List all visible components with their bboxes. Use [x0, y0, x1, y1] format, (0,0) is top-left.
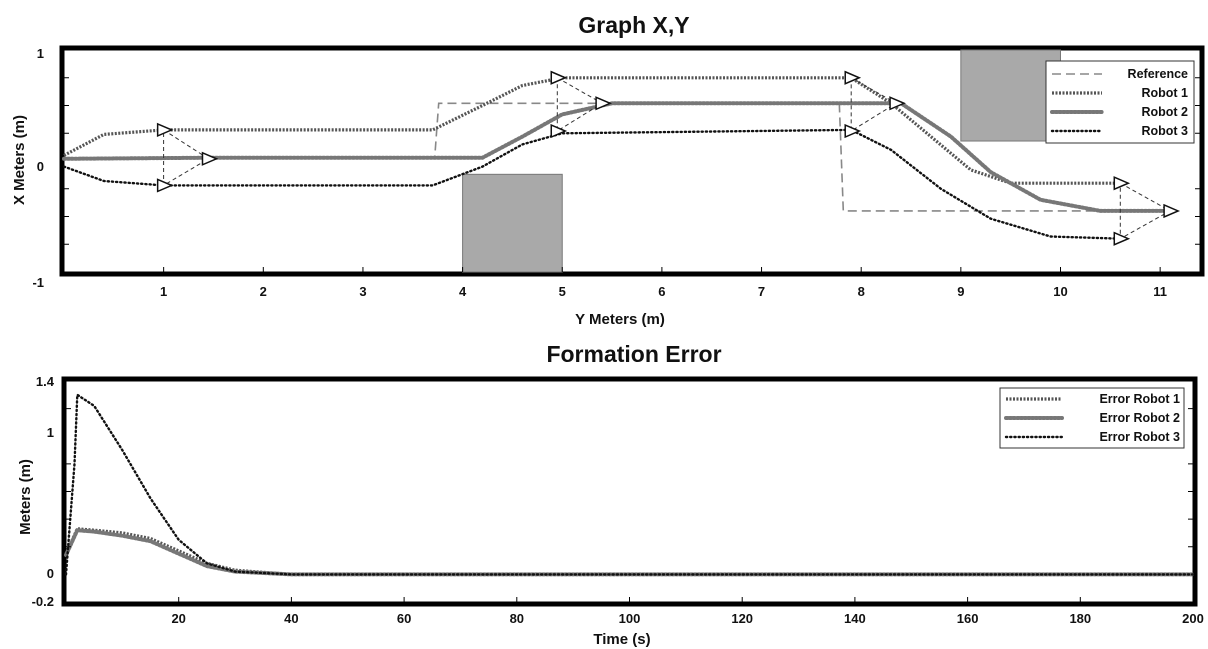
chart1-xlabel: Y Meters (m) [575, 311, 665, 328]
chart1-xtick-label: 10 [1053, 284, 1067, 299]
series-line-robot-2 [62, 101, 1173, 213]
robot-marker-4-2 [1163, 203, 1181, 219]
chart1-xtick-label: 7 [758, 284, 765, 299]
chart2-xtick-label: 40 [284, 611, 298, 626]
robot-marker-4-3 [1113, 231, 1131, 246]
chart2-legend-robot2: Error Robot 2 [1099, 411, 1180, 425]
obstacle-1 [462, 173, 563, 273]
chart2-ytick-1: 1 [47, 425, 54, 440]
robot-marker-2-2 [595, 96, 613, 111]
error-line-error-robot-3 [64, 392, 1195, 576]
chart2-ylabel: Meters (m) [17, 459, 34, 535]
chart1-xtick-label: 5 [559, 284, 566, 299]
chart1-ytick-neg1: -1 [32, 275, 44, 290]
chart2-legend-robot3: Error Robot 3 [1099, 430, 1180, 444]
chart1-xtick-label: 9 [957, 284, 964, 299]
chart1-xtick-label: 4 [459, 284, 467, 299]
chart2-xtick-label: 180 [1069, 611, 1091, 626]
robot-marker-2-1 [550, 70, 568, 85]
chart2-title: Formation Error [546, 341, 721, 367]
chart2-xtick-label: 200 [1182, 611, 1204, 626]
chart2-ytick-1.4: 1.4 [36, 374, 55, 389]
robot-marker-1-1 [156, 122, 174, 138]
chart2-xtick-label: 100 [619, 611, 641, 626]
chart2-xtick-label: 60 [397, 611, 411, 626]
chart2-ytick-0: 0 [47, 566, 54, 581]
chart1-ytick-0: 0 [37, 159, 44, 174]
robot-marker-3-2 [889, 96, 906, 111]
formation-triangle-1 [163, 128, 210, 187]
chart1-legend-robot2: Robot 2 [1141, 105, 1188, 119]
chart2-xtick-label: 160 [957, 611, 979, 626]
chart1-title: Graph X,Y [578, 12, 689, 38]
chart1-legend-reference: Reference [1128, 67, 1188, 81]
robot-marker-4-1 [1113, 176, 1131, 191]
chart2-xlabel: Time (s) [593, 631, 650, 648]
chart2-plot-frame [61, 376, 1198, 607]
chart2-xtick-label: 20 [171, 611, 185, 626]
chart1-xtick-label: 11 [1153, 284, 1167, 299]
robot-marker-1-2 [201, 151, 219, 166]
chart1-xtick-label: 8 [858, 284, 865, 299]
robot-marker-3-1 [844, 70, 862, 85]
chart1-xtick-label: 1 [160, 284, 167, 299]
chart1-xtick-label: 6 [658, 284, 665, 299]
chart1-xtick-label: 2 [260, 284, 267, 299]
formation-triangle-3 [850, 76, 898, 132]
chart2-xtick-label: 140 [844, 611, 866, 626]
obstacle-2 [960, 49, 1061, 142]
chart2-xtick-label: 80 [510, 611, 524, 626]
chart1-legend-robot1: Robot 1 [1141, 86, 1188, 100]
formation-triangle-4 [1119, 182, 1172, 240]
chart1-legend-robot3: Robot 3 [1141, 124, 1188, 138]
chart1-ylabel: X Meters (m) [11, 115, 28, 205]
robot-marker-2-3 [550, 123, 568, 139]
chart2-xtick-label: 120 [731, 611, 753, 626]
chart1-ytick-1: 1 [37, 46, 44, 61]
chart2-legend-robot1: Error Robot 1 [1099, 392, 1180, 406]
formation-triangle-2 [556, 76, 604, 132]
robot-marker-1-3 [156, 178, 174, 193]
robot-marker-3-3 [844, 123, 862, 139]
chart1-xtick-label: 3 [359, 284, 366, 299]
chart2-ytick-neg0.2: -0.2 [32, 594, 54, 609]
